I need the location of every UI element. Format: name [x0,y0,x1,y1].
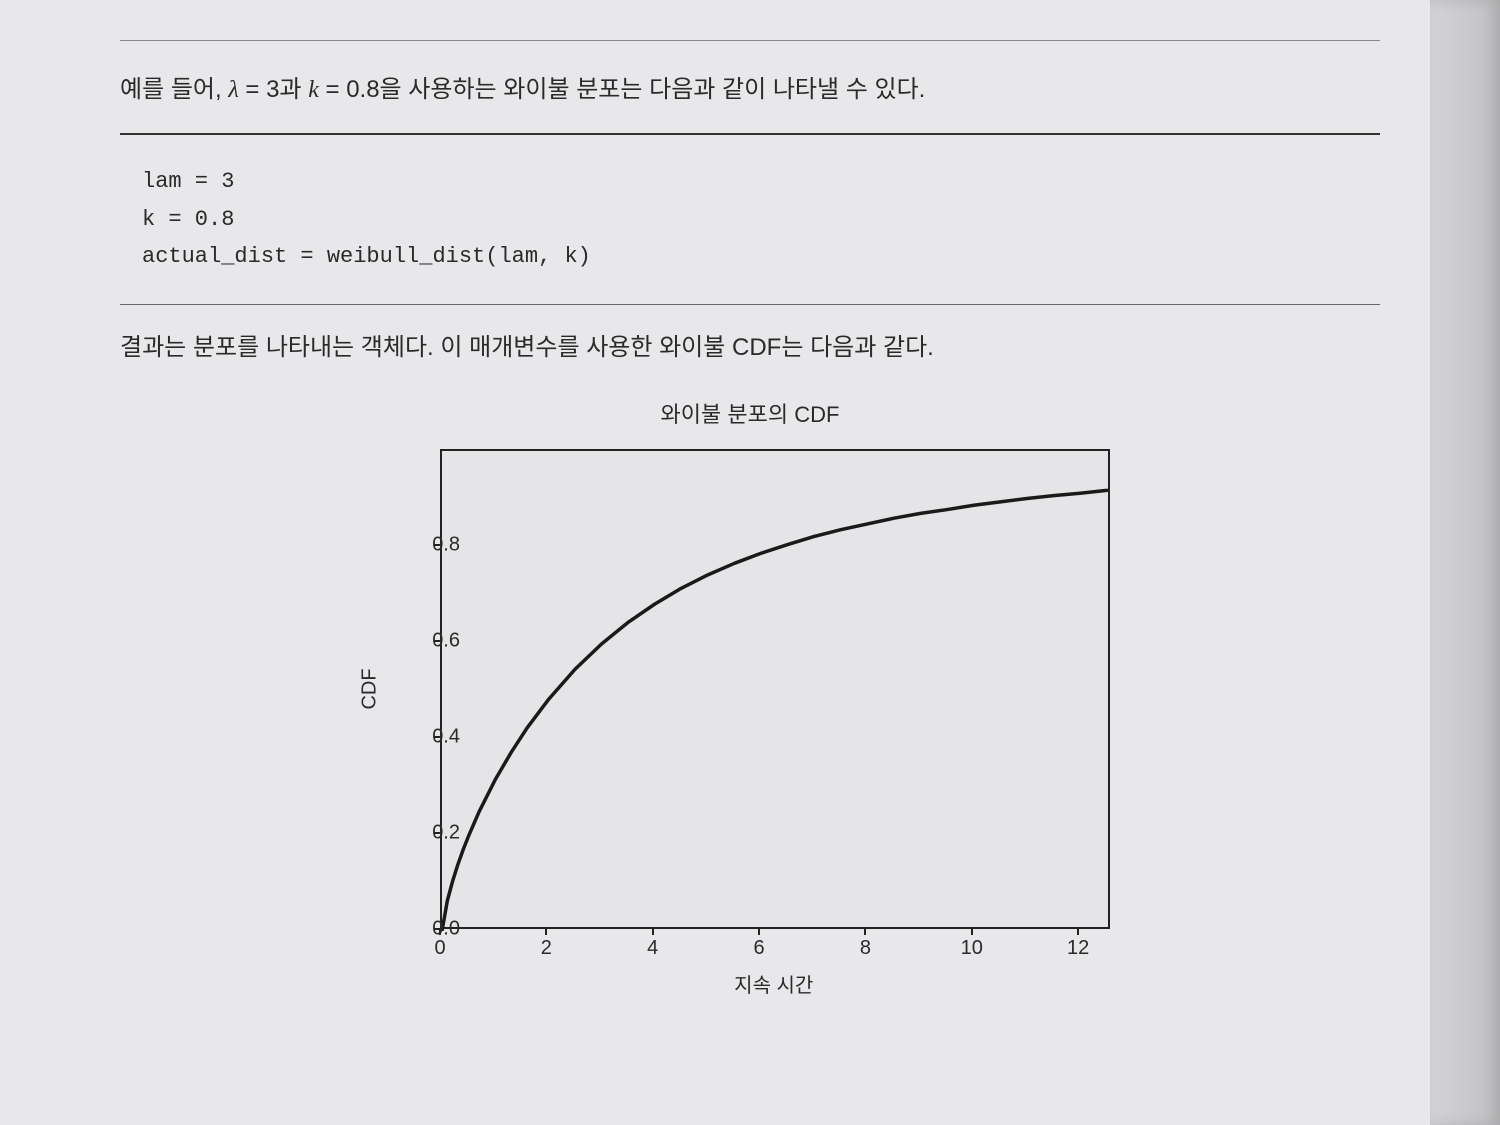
xtick-mark [758,929,760,935]
intro-text-k: k [308,77,319,103]
intro-text-eq1: = 3과 [239,76,308,103]
code-line-3: actual_dist = weibull_dist(lam, k) [142,244,591,269]
chart-area: CDF 지속 시간 0.00.20.40.60.8024681012 [360,439,1140,999]
cdf-curve-svg [442,451,1112,931]
intro-text-post: = 0.8을 사용하는 와이불 분포는 다음과 같이 나타낼 수 있다. [319,76,926,103]
xtick-label: 6 [753,937,764,960]
chart-ylabel: CDF [359,668,382,709]
intro-text-pre: 예를 들어, [120,76,228,103]
cdf-curve-path [442,490,1107,931]
xtick-label: 0 [434,937,445,960]
ytick-mark [434,832,440,834]
code-line-1: lam = 3 [142,169,234,194]
ytick-mark [434,544,440,546]
top-rule [120,40,1380,41]
xtick-mark [439,929,441,935]
intro-paragraph: 예를 들어, λ = 3과 k = 0.8을 사용하는 와이불 분포는 다음과 … [120,71,1380,109]
xtick-mark [864,929,866,935]
xtick-label: 10 [961,937,983,960]
xtick-label: 12 [1067,937,1089,960]
xtick-mark [652,929,654,935]
xtick-label: 8 [860,937,871,960]
xtick-mark [545,929,547,935]
code-line-2: k = 0.8 [142,207,234,232]
result-paragraph: 결과는 분포를 나타내는 객체다. 이 매개변수를 사용한 와이불 CDF는 다… [120,329,1380,367]
ytick-mark [434,640,440,642]
intro-text-lambda: λ [228,77,238,103]
xtick-label: 2 [541,937,552,960]
chart-container: 와이불 분포의 CDF CDF 지속 시간 0.00.20.40.60.8024… [360,397,1140,999]
xtick-mark [971,929,973,935]
ytick-mark [434,736,440,738]
page-edge-shadow [1430,0,1500,1125]
xtick-mark [1077,929,1079,935]
chart-title: 와이불 분포의 CDF [360,397,1140,429]
chart-xlabel: 지속 시간 [734,969,813,998]
code-block: lam = 3 k = 0.8 actual_dist = weibull_di… [120,133,1380,304]
xtick-label: 4 [647,937,658,960]
plot-box [440,449,1110,929]
